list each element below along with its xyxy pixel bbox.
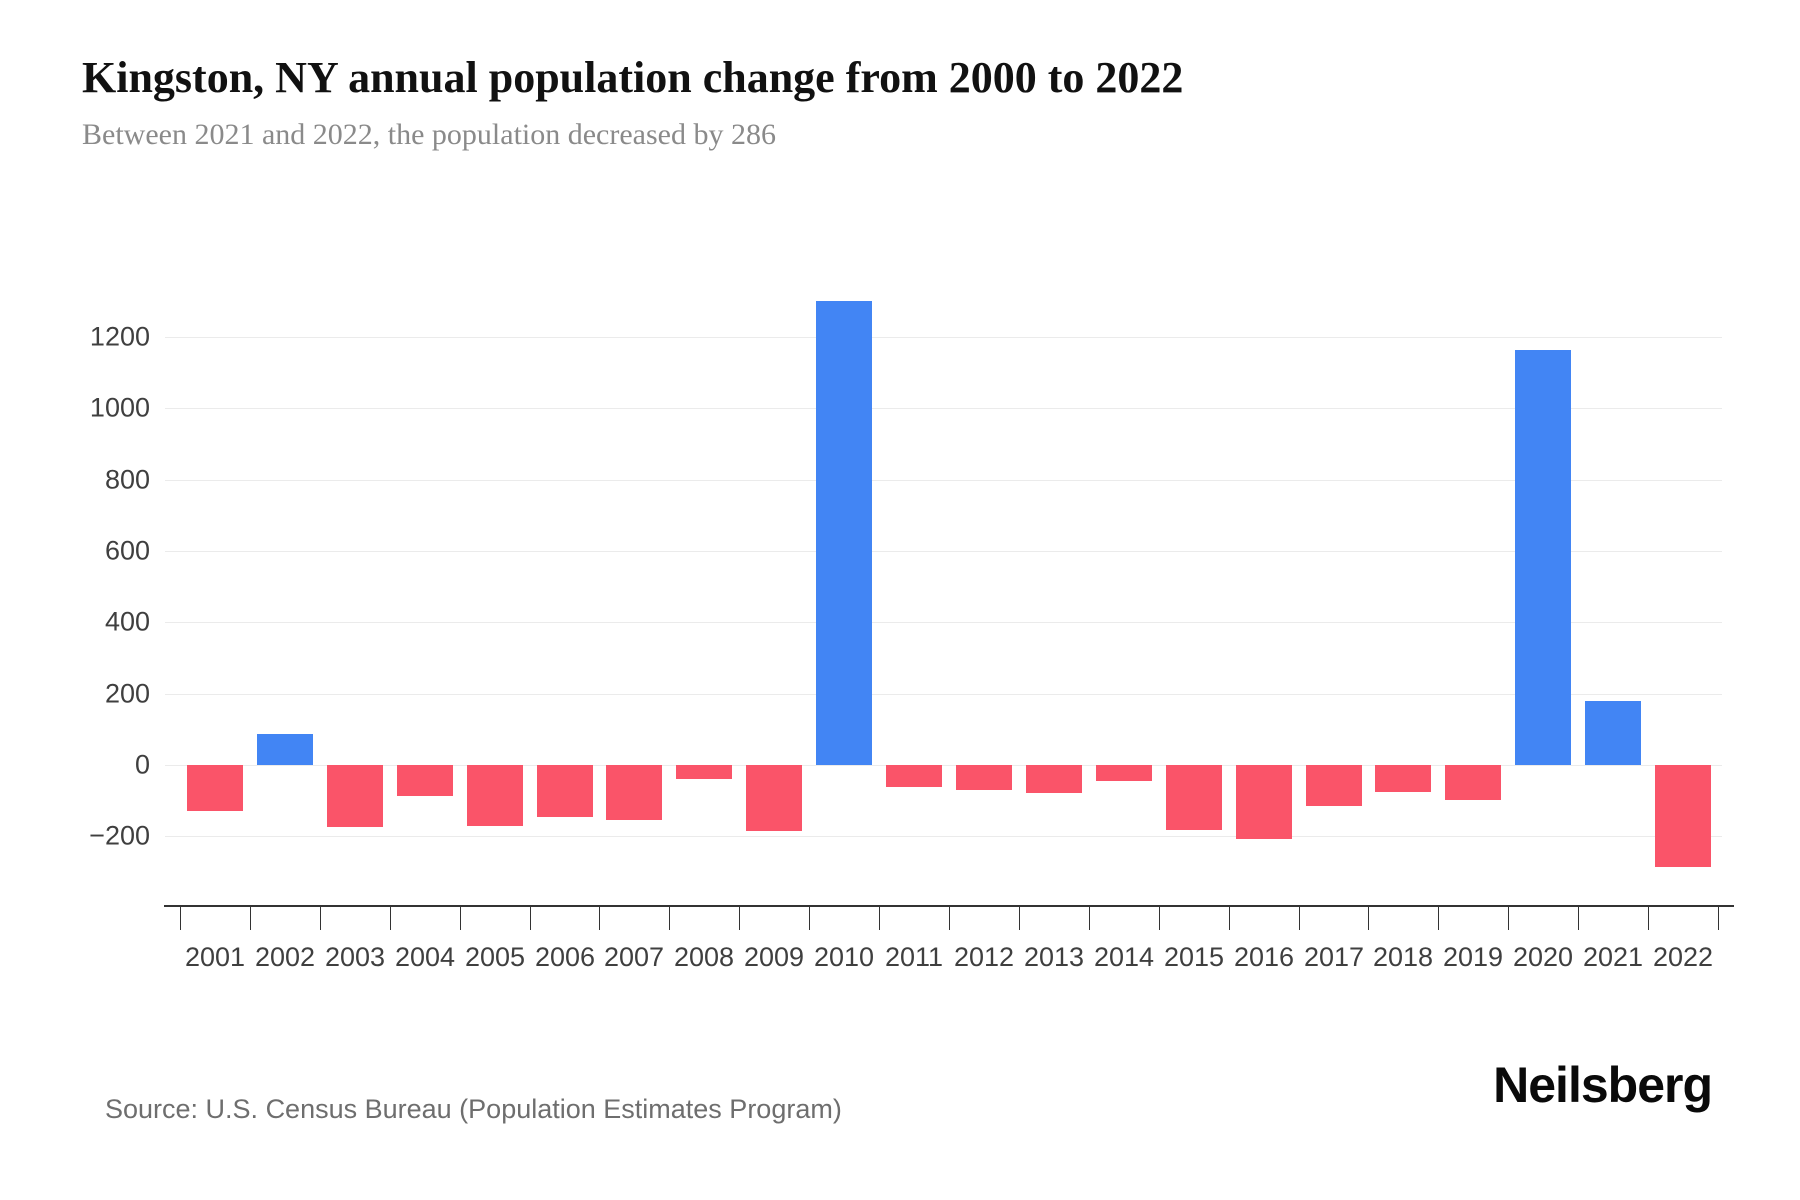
source-caption: Source: U.S. Census Bureau (Population E… bbox=[105, 1094, 842, 1124]
bar-chart: −200 0 200 400 600 800 1000 1200 2001 2002 2003 200… bbox=[89, 301, 1734, 972]
bar-2002[interactable] bbox=[257, 734, 313, 765]
neilsberg-logo: Neilsberg bbox=[1493, 1057, 1713, 1113]
x-axis-tick bbox=[1299, 905, 1300, 930]
x-axis-label-2017: 2017 bbox=[1303, 942, 1365, 972]
x-axis-label-2013: 2013 bbox=[1023, 942, 1085, 972]
x-axis-label-2003: 2003 bbox=[324, 942, 386, 972]
gridline-y-400 bbox=[165, 622, 1722, 623]
x-axis-label-2012: 2012 bbox=[953, 942, 1015, 972]
x-axis-label-2010: 2010 bbox=[813, 942, 875, 972]
y-axis-tick-label: 1200 bbox=[89, 321, 150, 352]
x-axis-tick bbox=[1229, 905, 1230, 930]
x-axis-tick bbox=[250, 905, 251, 930]
x-axis-tick bbox=[599, 905, 600, 930]
x-axis-tick bbox=[180, 905, 181, 930]
bar-2009[interactable] bbox=[746, 765, 802, 831]
bar-2007[interactable] bbox=[606, 765, 662, 820]
bar-2011[interactable] bbox=[886, 765, 942, 787]
x-axis-tick bbox=[1508, 905, 1509, 930]
x-axis-tick bbox=[949, 905, 950, 930]
x-axis-tick bbox=[530, 905, 531, 930]
x-axis-tick bbox=[320, 905, 321, 930]
x-axis-tick bbox=[1368, 905, 1369, 930]
gridline-y-800 bbox=[165, 480, 1722, 481]
bar-2004[interactable] bbox=[397, 765, 453, 796]
x-axis-label-2004: 2004 bbox=[394, 942, 456, 972]
x-axis-tick bbox=[1089, 905, 1090, 930]
y-axis-tick-label: 1000 bbox=[89, 392, 150, 423]
bar-2019[interactable] bbox=[1445, 765, 1501, 800]
bar-2013[interactable] bbox=[1026, 765, 1082, 793]
gridline-y-200 bbox=[165, 694, 1722, 695]
x-axis-label-2016: 2016 bbox=[1233, 942, 1295, 972]
x-axis-label-2005: 2005 bbox=[464, 942, 526, 972]
bar-2005[interactable] bbox=[467, 765, 523, 826]
bar-2012[interactable] bbox=[956, 765, 1012, 790]
gridline-y-0 bbox=[165, 765, 1722, 766]
x-axis-label-2007: 2007 bbox=[603, 942, 665, 972]
x-axis-label-2021: 2021 bbox=[1582, 942, 1644, 972]
x-axis-label-2018: 2018 bbox=[1372, 942, 1434, 972]
x-axis-label-2009: 2009 bbox=[743, 942, 805, 972]
x-axis-tick bbox=[809, 905, 810, 930]
y-axis-tick-label: −200 bbox=[89, 820, 150, 851]
bar-2021[interactable] bbox=[1585, 701, 1641, 765]
x-axis-tick bbox=[1159, 905, 1160, 930]
x-axis-tick bbox=[460, 905, 461, 930]
bar-2008[interactable] bbox=[676, 765, 732, 779]
x-axis-tick bbox=[1718, 905, 1719, 930]
page-title: Kingston, NY annual population change fr… bbox=[82, 53, 1184, 102]
gridline-y-1000 bbox=[165, 408, 1722, 409]
gridline-y--200 bbox=[165, 836, 1722, 837]
page-subtitle: Between 2021 and 2022, the population de… bbox=[82, 118, 776, 151]
x-axis-label-2008: 2008 bbox=[673, 942, 735, 972]
x-axis-label-2011: 2011 bbox=[884, 942, 944, 972]
bar-2017[interactable] bbox=[1306, 765, 1362, 806]
gridline-y-1200 bbox=[165, 337, 1722, 338]
x-axis-label-2001: 2001 bbox=[184, 942, 246, 972]
x-axis-tick bbox=[1019, 905, 1020, 930]
y-axis-tick-label: 0 bbox=[134, 749, 150, 780]
bar-2001[interactable] bbox=[187, 765, 243, 811]
y-axis-tick-label: 800 bbox=[104, 464, 150, 495]
x-axis-tick bbox=[669, 905, 670, 930]
bar-2020[interactable] bbox=[1515, 350, 1571, 765]
bar-2006[interactable] bbox=[537, 765, 593, 817]
x-axis-label-2002: 2002 bbox=[254, 942, 316, 972]
x-axis-tick bbox=[390, 905, 391, 930]
x-axis-label-2015: 2015 bbox=[1163, 942, 1225, 972]
x-axis-tick bbox=[1648, 905, 1649, 930]
x-axis-tick bbox=[879, 905, 880, 930]
x-axis-label-2019: 2019 bbox=[1442, 942, 1504, 972]
y-axis-tick-label: 200 bbox=[104, 678, 150, 709]
x-axis-label-2014: 2014 bbox=[1093, 942, 1155, 972]
bar-2010[interactable] bbox=[816, 301, 872, 765]
y-axis-tick-label: 600 bbox=[104, 535, 150, 566]
gridline-y-600 bbox=[165, 551, 1722, 552]
y-axis-tick-label: 400 bbox=[104, 606, 150, 637]
bar-2016[interactable] bbox=[1236, 765, 1292, 839]
bar-2022[interactable] bbox=[1655, 765, 1711, 867]
x-axis-label-2022: 2022 bbox=[1652, 942, 1714, 972]
bar-2014[interactable] bbox=[1096, 765, 1152, 781]
bar-2003[interactable] bbox=[327, 765, 383, 827]
bar-2015[interactable] bbox=[1166, 765, 1222, 830]
x-axis-tick bbox=[1578, 905, 1579, 930]
x-axis-label-2020: 2020 bbox=[1512, 942, 1574, 972]
x-axis-tick bbox=[1438, 905, 1439, 930]
x-axis-tick bbox=[739, 905, 740, 930]
bar-2018[interactable] bbox=[1375, 765, 1431, 792]
x-axis-label-2006: 2006 bbox=[534, 942, 596, 972]
